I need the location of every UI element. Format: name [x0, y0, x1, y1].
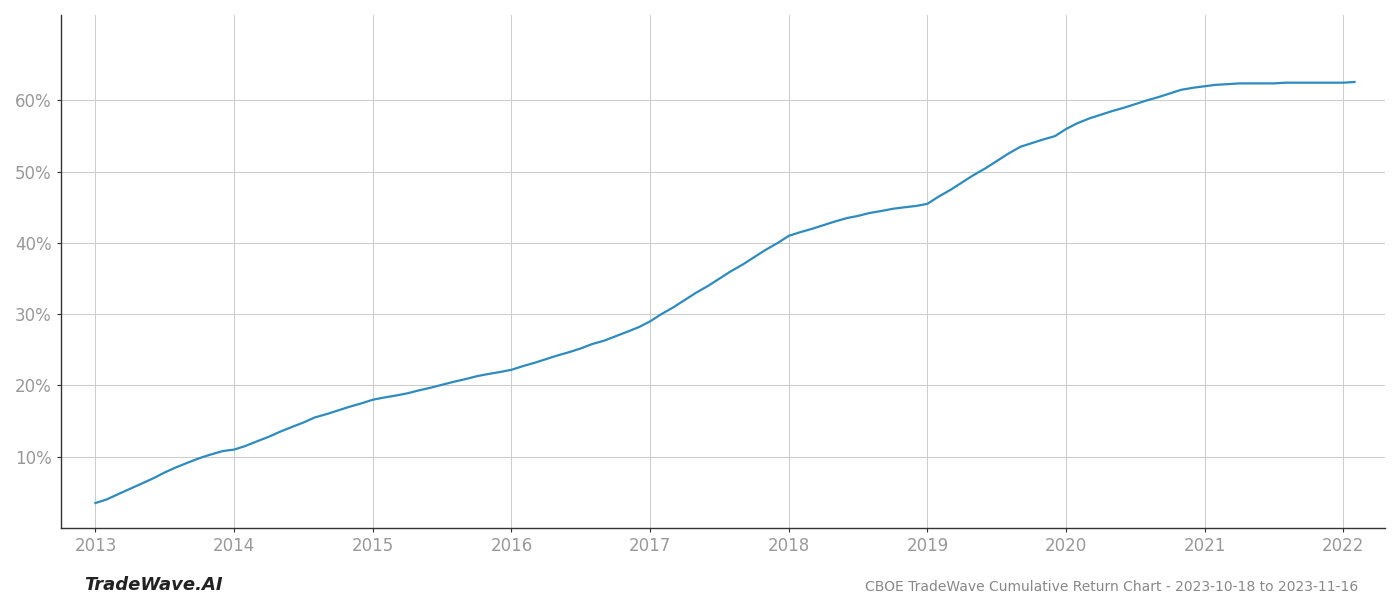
Text: CBOE TradeWave Cumulative Return Chart - 2023-10-18 to 2023-11-16: CBOE TradeWave Cumulative Return Chart -… — [865, 580, 1358, 594]
Text: TradeWave.AI: TradeWave.AI — [84, 576, 223, 594]
